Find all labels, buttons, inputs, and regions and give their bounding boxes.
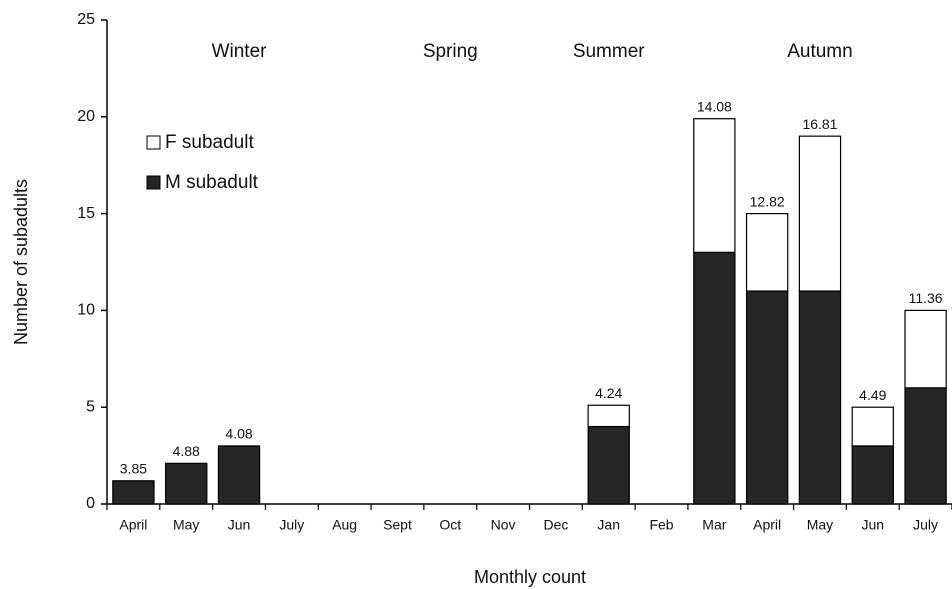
bar-annotation: 4.08 — [225, 426, 252, 442]
x-tick-label: Dec — [543, 517, 568, 533]
legend-label: M subadult — [165, 172, 259, 193]
bar-segment — [693, 118, 736, 253]
bar-annotation: 12.82 — [750, 193, 785, 209]
x-axis-title: Monthly count — [474, 567, 586, 587]
bar-segment — [112, 480, 155, 505]
x-tick-label: July — [279, 517, 304, 533]
y-tick-label: 15 — [77, 205, 95, 222]
bar-annotation: 14.08 — [697, 98, 732, 114]
x-tick-label: Nov — [491, 517, 516, 533]
season-label: Winter — [212, 41, 268, 62]
legend-label: F subadult — [165, 132, 254, 153]
x-tick-label: July — [913, 517, 938, 533]
season-label: Summer — [573, 41, 645, 62]
x-tick-label: Jan — [597, 517, 620, 533]
bar-annotation: 4.88 — [173, 443, 200, 459]
bar-segment — [165, 462, 208, 505]
bar-annotation: 11.36 — [909, 290, 943, 306]
x-tick-label: Sept — [383, 517, 412, 533]
x-tick-label: May — [173, 517, 199, 533]
x-tick-label: Jun — [861, 517, 884, 533]
bar-segment — [851, 406, 894, 447]
x-tick-label: April — [119, 517, 147, 533]
y-tick-label: 20 — [77, 108, 95, 125]
y-tick-label: 10 — [77, 302, 95, 319]
y-axis-title: Number of subadults — [11, 179, 31, 345]
bar-segment — [904, 387, 947, 505]
bar-annotation: 4.49 — [859, 387, 886, 403]
bar-annotation: 3.85 — [120, 460, 147, 476]
bar-segment — [798, 135, 842, 292]
bar-segment — [798, 290, 842, 505]
season-label: Autumn — [787, 41, 852, 62]
bar-segment — [693, 251, 736, 505]
x-tick-label: Feb — [649, 517, 673, 533]
x-tick-label: Oct — [439, 517, 461, 533]
bar-annotation: 16.81 — [802, 116, 837, 132]
bar-segment — [587, 425, 630, 505]
bar-annotation: 4.24 — [595, 385, 622, 401]
bar-segment — [217, 445, 261, 505]
bar-segment — [745, 213, 789, 292]
bar-segment — [904, 309, 947, 389]
x-tick-label: April — [753, 517, 781, 533]
bar-segment — [587, 404, 630, 428]
y-tick-label: 25 — [77, 11, 95, 28]
x-tick-label: May — [807, 517, 833, 533]
bar-segment — [745, 290, 789, 505]
legend-swatch — [146, 175, 161, 190]
legend-swatch — [146, 135, 161, 150]
x-tick-label: Aug — [332, 517, 357, 533]
season-label: Spring — [423, 41, 478, 62]
x-tick-label: Mar — [702, 517, 726, 533]
y-tick-label: 5 — [86, 398, 95, 415]
y-tick-label: 0 — [86, 495, 95, 512]
bar-segment — [851, 445, 894, 505]
x-tick-label: Jun — [228, 517, 251, 533]
